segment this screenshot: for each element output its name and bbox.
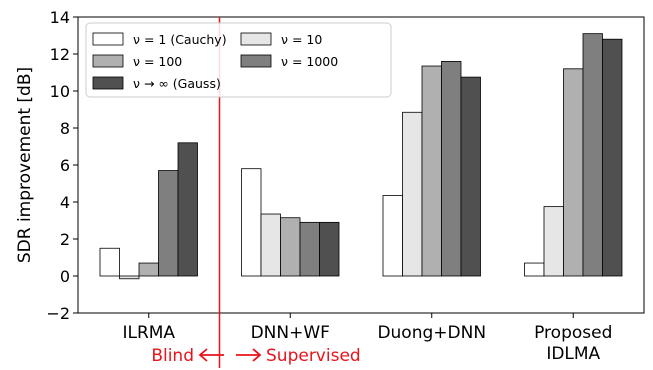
bar (138, 262, 159, 277)
legend-swatch (92, 32, 124, 46)
left-arrow-icon (198, 348, 224, 362)
y-tick-label: 0 (60, 267, 70, 286)
y-tick-label: −2 (46, 304, 70, 323)
bar (158, 170, 179, 277)
supervised-label: Supervised (266, 346, 361, 366)
bar (441, 61, 462, 277)
legend-label: ν → ∞ (Gauss) (133, 76, 221, 91)
x-tick-label: IDLMA (546, 344, 600, 364)
legend-frame (85, 22, 392, 98)
x-tick-label: Proposed (534, 323, 612, 343)
y-tick-label: 10 (50, 82, 70, 101)
bar (119, 275, 140, 280)
legend-swatch (92, 76, 124, 90)
legend-swatch (240, 54, 272, 68)
y-tick-label: 8 (60, 119, 70, 138)
legend-label: ν = 10 (281, 32, 322, 47)
bar (177, 142, 198, 277)
y-tick-label: 6 (60, 156, 70, 175)
bar (99, 247, 120, 277)
bar (299, 221, 320, 277)
x-tick-label: ILRMA (122, 323, 175, 343)
right-arrow-icon (236, 348, 262, 362)
bar (402, 111, 423, 277)
bar (382, 195, 403, 277)
y-tick-label: 12 (50, 45, 70, 64)
y-tick-label: 14 (50, 8, 70, 27)
bar (280, 217, 301, 277)
blind-label: Blind (151, 346, 194, 366)
divider-annotations: Blind Supervised (151, 346, 360, 366)
y-tick-label: 4 (60, 193, 70, 212)
y-ticks-group: −2 0 2 4 6 8 10 12 14 (46, 8, 78, 323)
legend-swatch (92, 54, 124, 68)
bar (602, 38, 623, 277)
bar (319, 221, 340, 277)
bar (582, 33, 603, 277)
x-tick-label: Duong+DNN (377, 323, 486, 343)
plot-frame (77, 16, 645, 314)
legend: ν = 1 (Cauchy) ν = 10 ν = 100 ν = 1000 ν → ∞… (85, 22, 392, 98)
y-tick-label: 2 (60, 230, 70, 249)
legend-label: ν = 1000 (281, 54, 338, 69)
bar (460, 76, 481, 277)
bars-group (99, 33, 623, 280)
x-tick-label: DNN+WF (251, 323, 330, 343)
bar (241, 168, 262, 277)
legend-swatch (240, 32, 272, 46)
legend-label: ν = 1 (Cauchy) (133, 32, 227, 47)
bar (260, 213, 281, 277)
bar (543, 206, 564, 277)
legend-label: ν = 100 (133, 54, 182, 69)
y-axis-label: SDR improvement [dB] (15, 67, 35, 263)
bar (563, 68, 584, 277)
bar (421, 65, 442, 277)
bar (524, 262, 545, 277)
